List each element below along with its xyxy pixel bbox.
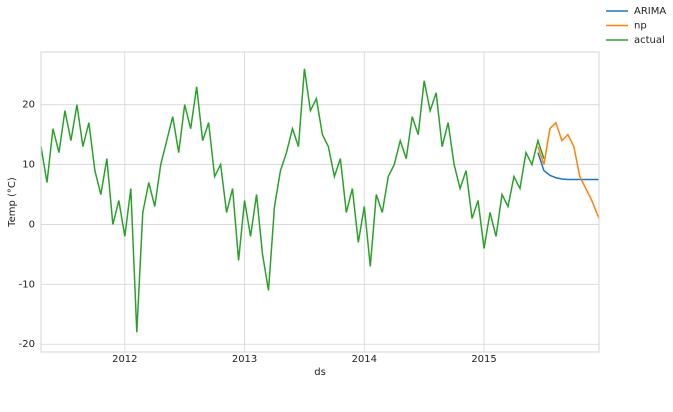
y-tick-label: -20 — [19, 339, 35, 350]
y-axis-label: Temp (°C) — [7, 177, 18, 228]
y-tick-label: 0 — [29, 219, 35, 230]
legend-label: actual — [634, 35, 665, 46]
marks — [40, 68, 600, 333]
legend: ARIMA np actual — [606, 6, 666, 46]
legend-label: ARIMA — [634, 6, 666, 17]
y-tick-label: 20 — [22, 100, 35, 111]
x-tick-label: 2013 — [232, 354, 257, 365]
y-tick-label: 10 — [22, 160, 35, 171]
grid — [41, 52, 599, 352]
series-line — [537, 152, 599, 181]
x-tick-label: 2015 — [471, 354, 496, 365]
series-line — [40, 68, 545, 333]
x-tick-label: 2012 — [112, 354, 137, 365]
series-line — [537, 121, 600, 219]
x-tick-label: 2014 — [352, 354, 377, 365]
y-tick-label: -10 — [19, 279, 35, 290]
plot-frame — [40, 51, 600, 353]
x-axis-label: ds — [314, 367, 326, 378]
legend-label: np — [634, 21, 647, 32]
